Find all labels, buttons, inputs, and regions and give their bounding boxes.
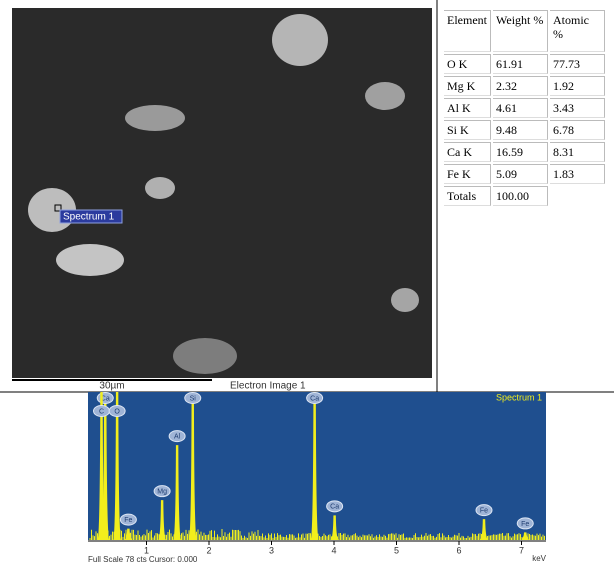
spectrum-footer: Full Scale 78 cts Cursor: 0.000	[88, 555, 198, 564]
image-caption: Electron Image 1	[230, 381, 306, 392]
table-cell: Mg K	[444, 76, 491, 96]
peak-label: Al	[174, 433, 181, 440]
spectrum-title: Spectrum 1	[496, 392, 542, 402]
table-cell: Atomic %	[550, 10, 605, 52]
table-cell: 2.32	[493, 76, 548, 96]
peak-label: Fe	[480, 507, 488, 514]
sem-image	[12, 8, 432, 378]
table-cell: 8.31	[550, 142, 605, 162]
table-cell: 3.43	[550, 98, 605, 118]
x-tick-label: 4	[331, 545, 336, 555]
table-cell: 5.09	[493, 164, 548, 184]
x-tick-label: 5	[394, 545, 399, 555]
peak-label: Ca	[310, 395, 319, 402]
peak-label: O	[114, 408, 120, 415]
table-cell: 1.92	[550, 76, 605, 96]
peak-label: Si	[190, 395, 197, 402]
table-cell: 4.61	[493, 98, 548, 118]
table-cell: Ca K	[444, 142, 491, 162]
table-cell: 100.00	[493, 186, 548, 206]
table-cell: Si K	[444, 120, 491, 140]
x-tick-label: 3	[269, 545, 274, 555]
table-cell: Weight %	[493, 10, 548, 52]
table-cell: Fe K	[444, 164, 491, 184]
page: Spectrum 1 30µm Electron Image 1 Spectru…	[0, 0, 614, 564]
marker-label: Spectrum 1	[63, 212, 115, 223]
table-cell: 9.48	[493, 120, 548, 140]
peak-label: C	[99, 408, 104, 415]
peak-label: Ca	[330, 504, 339, 511]
x-tick-label: 6	[456, 545, 461, 555]
table-cell: O K	[444, 54, 491, 74]
table-cell: Element	[444, 10, 491, 52]
peak-label: Fe	[124, 517, 132, 524]
peak-label: Fe	[521, 521, 529, 528]
scale-label: 30µm	[99, 381, 124, 392]
table-cell: 77.73	[550, 54, 605, 74]
table-cell: 61.91	[493, 54, 548, 74]
table-cell: 6.78	[550, 120, 605, 140]
x-tick-label: 1	[144, 545, 149, 555]
table-cell: Al K	[444, 98, 491, 118]
x-axis-label: keV	[532, 554, 546, 563]
table-cell: 1.83	[550, 164, 605, 184]
x-tick-label: 7	[519, 545, 524, 555]
table-cell: 16.59	[493, 142, 548, 162]
peak-label: Mg	[157, 488, 167, 495]
table-cell: Totals	[444, 186, 491, 206]
x-tick-label: 2	[206, 545, 211, 555]
